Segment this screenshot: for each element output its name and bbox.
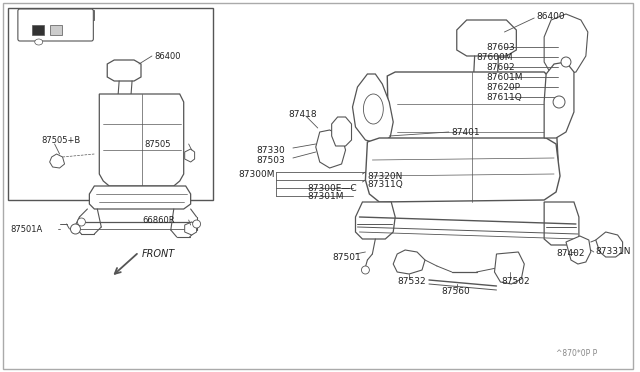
Polygon shape (353, 74, 393, 144)
Text: 87402: 87402 (556, 250, 584, 259)
Text: 87620P: 87620P (486, 83, 520, 92)
Polygon shape (90, 186, 191, 209)
FancyBboxPatch shape (18, 9, 93, 41)
Bar (32, 25, 44, 35)
Bar (50, 25, 61, 35)
Text: FRONT: FRONT (142, 249, 175, 259)
Text: 87503: 87503 (256, 155, 285, 164)
Polygon shape (332, 117, 351, 146)
Polygon shape (544, 62, 574, 138)
Circle shape (362, 266, 369, 274)
Polygon shape (108, 60, 141, 81)
Text: 87501A: 87501A (10, 224, 42, 234)
Polygon shape (316, 130, 346, 168)
Text: 87603: 87603 (486, 42, 515, 51)
Polygon shape (185, 222, 196, 235)
Polygon shape (185, 149, 195, 162)
Text: 87505+B: 87505+B (42, 135, 81, 144)
Ellipse shape (364, 94, 383, 124)
Polygon shape (544, 14, 588, 76)
Text: 87300M: 87300M (238, 170, 275, 179)
Polygon shape (457, 20, 516, 56)
Circle shape (193, 220, 200, 228)
Circle shape (70, 224, 81, 234)
Text: 87601M: 87601M (486, 73, 523, 81)
Text: 86400: 86400 (536, 12, 565, 20)
Text: 87611Q: 87611Q (486, 93, 522, 102)
Polygon shape (99, 94, 184, 186)
Polygon shape (365, 138, 560, 202)
Text: 87602: 87602 (486, 62, 515, 71)
Text: 66860R: 66860R (142, 215, 175, 224)
Bar (8, 8, 214, 200)
Text: 87600M: 87600M (477, 52, 513, 61)
Text: ^870*0P P: ^870*0P P (556, 350, 597, 359)
Polygon shape (566, 236, 591, 264)
Text: 87330: 87330 (256, 145, 285, 154)
Text: 87401: 87401 (452, 128, 481, 137)
Circle shape (77, 218, 85, 226)
Polygon shape (596, 232, 623, 257)
Text: 87418: 87418 (288, 109, 317, 119)
Text: 86400: 86400 (154, 51, 180, 61)
Polygon shape (393, 250, 425, 274)
Text: 87560: 87560 (442, 288, 470, 296)
Polygon shape (387, 72, 558, 190)
Text: 87300E—C: 87300E—C (308, 183, 358, 192)
Polygon shape (544, 202, 579, 245)
Circle shape (561, 57, 571, 67)
Ellipse shape (35, 39, 43, 45)
Text: 87311Q: 87311Q (367, 180, 403, 189)
Text: 87505: 87505 (144, 140, 170, 148)
Text: 87331N: 87331N (596, 247, 631, 257)
Text: 87502: 87502 (502, 278, 530, 286)
Text: 87501: 87501 (333, 253, 362, 262)
Text: 87532: 87532 (397, 278, 426, 286)
Circle shape (553, 96, 565, 108)
Polygon shape (355, 202, 396, 239)
Text: 87301M: 87301M (308, 192, 344, 201)
Text: 87320N: 87320N (367, 171, 403, 180)
Polygon shape (50, 154, 65, 168)
Polygon shape (18, 10, 94, 20)
Polygon shape (495, 252, 524, 284)
